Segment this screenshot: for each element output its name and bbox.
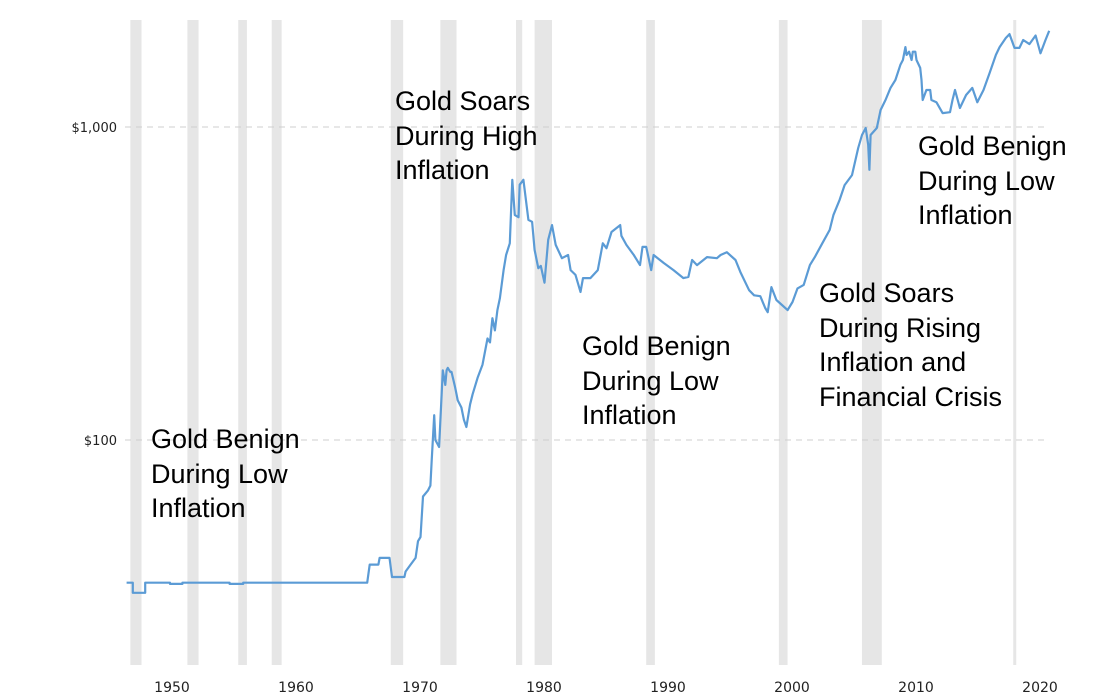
annotation-line: During Low <box>918 165 1055 196</box>
annotation-line: Inflation and <box>819 347 967 377</box>
x-axis-ticks: 1950 1960 1970 1980 1990 2000 2010 2020 <box>154 680 1058 696</box>
x-tick-label: 1970 <box>402 680 438 696</box>
annotation-line: Gold Soars <box>395 86 531 116</box>
x-tick-label: 1980 <box>526 680 562 696</box>
annotation-line: Inflation <box>918 200 1013 230</box>
x-tick-label: 2010 <box>898 680 934 696</box>
annotation-benign-2010s: Gold Benign During Low Inflation <box>918 129 1067 233</box>
annotation-soars-2000s: Gold Soars During Rising Inflation and F… <box>819 276 1002 414</box>
recession-band <box>271 20 282 665</box>
annotation-line: Inflation <box>582 400 677 430</box>
recession-band <box>534 20 552 665</box>
annotation-line: During Rising <box>819 312 982 343</box>
recession-band <box>440 20 457 665</box>
annotation-line: Gold Benign <box>582 331 731 361</box>
annotation-line: During High <box>395 120 538 151</box>
recession-band <box>861 20 882 665</box>
annotation-benign-1980s: Gold Benign During Low Inflation <box>582 329 731 433</box>
recession-band <box>778 20 788 665</box>
x-tick-label: 2020 <box>1022 680 1058 696</box>
x-tick-label: 2000 <box>774 680 810 696</box>
annotation-line: Gold Benign <box>151 424 300 454</box>
recession-band <box>1013 20 1017 665</box>
annotation-line: Gold Soars <box>819 278 955 308</box>
recession-bands <box>130 20 1017 665</box>
x-tick-label: 1960 <box>278 680 314 696</box>
annotation-soars-1970s: Gold Soars During High Inflation <box>395 84 538 188</box>
gold-price-line <box>126 30 1051 594</box>
annotation-line: During Low <box>151 458 288 489</box>
annotation-line: Inflation <box>151 493 246 523</box>
annotation-benign-1950s: Gold Benign During Low Inflation <box>151 422 300 526</box>
x-tick-label: 1990 <box>650 680 686 696</box>
recession-band <box>130 20 142 665</box>
recession-band <box>516 20 523 665</box>
annotation-line: Gold Benign <box>918 131 1067 161</box>
y-tick-label: $1,000 <box>72 121 118 136</box>
recession-band <box>187 20 199 665</box>
y-tick-label: $100 <box>84 434 117 449</box>
annotation-line: During Low <box>582 365 719 396</box>
recession-band <box>390 20 404 665</box>
y-axis-ticks: $100 $1,000 <box>72 121 118 449</box>
recession-band <box>646 20 655 665</box>
annotation-line: Financial Crisis <box>819 381 1003 412</box>
annotation-line: Inflation <box>395 155 490 185</box>
recession-band <box>238 20 247 665</box>
x-tick-label: 1950 <box>154 680 190 696</box>
